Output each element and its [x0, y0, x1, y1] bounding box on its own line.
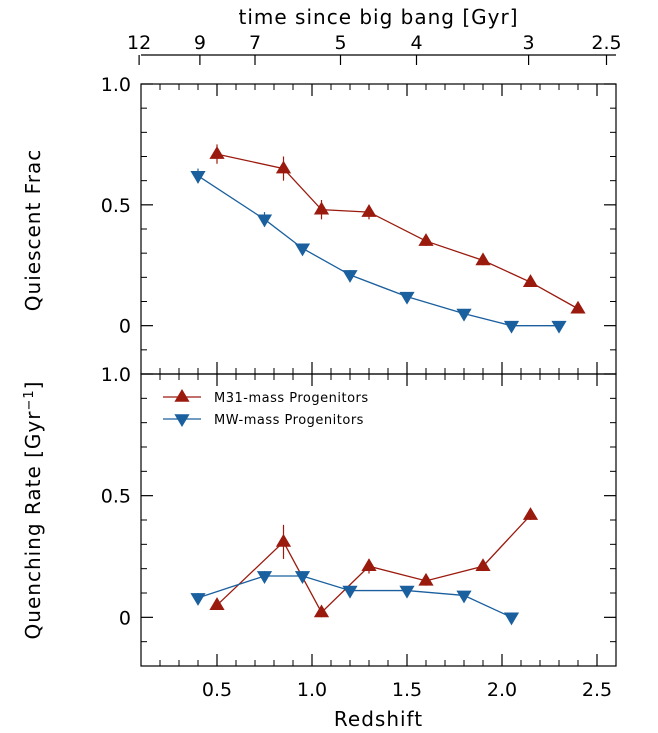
data-point	[275, 160, 292, 174]
data-point	[275, 533, 292, 547]
legend-label: MW-mass Progenitors	[214, 413, 364, 428]
quenching-rate-label-main: Quenching Rate [Gyr	[21, 411, 45, 640]
legend: M31-mass Progenitors MW-mass Progenitors	[163, 389, 369, 428]
data-point	[475, 252, 491, 266]
data-point	[313, 201, 330, 215]
data-point	[190, 593, 206, 606]
data-point	[294, 243, 311, 257]
panel-frame	[140, 373, 617, 667]
top-axis-tick-label: 3	[523, 32, 535, 54]
series-mw-progenitors	[190, 168, 567, 334]
data-point	[190, 171, 206, 184]
data-point	[361, 558, 377, 572]
top-axis-tick-label: 4	[410, 32, 422, 54]
data-point	[342, 270, 358, 283]
quiescent-frac-axis-title: Quiescent Frac	[21, 149, 45, 311]
data-point	[256, 571, 273, 584]
top-axis-tick-label: 2.5	[591, 32, 621, 54]
series-m31-progenitors	[209, 507, 539, 618]
x-tick-label: 1.5	[392, 679, 422, 701]
data-point	[209, 146, 225, 159]
data-point	[522, 274, 539, 287]
data-point	[503, 612, 520, 626]
data-point	[313, 604, 330, 618]
x-tick-label: 1.0	[297, 679, 327, 701]
x-tick-label: 0.5	[202, 679, 232, 701]
data-point	[456, 308, 472, 322]
x-tick-label: 2.0	[487, 679, 517, 701]
data-point	[342, 585, 358, 599]
quenching-rate-label-sup: −1	[22, 389, 37, 410]
top-axis-tick-label: 12	[127, 32, 151, 54]
data-point	[361, 204, 377, 217]
data-point	[294, 571, 311, 584]
legend-label: M31-mass Progenitors	[214, 391, 369, 406]
y-tick-label: 0.5	[101, 486, 131, 508]
quenching-rate-axis-title: Quenching Rate [Gyr−1]	[21, 381, 45, 640]
legend-marker	[174, 414, 190, 427]
panel-frame	[140, 83, 617, 375]
data-point	[399, 585, 415, 599]
y-tick-label: 0	[119, 607, 131, 629]
y-tick-label: 1.0	[101, 364, 131, 386]
data-point	[209, 597, 225, 610]
data-point	[399, 291, 415, 305]
data-point	[456, 590, 472, 604]
data-point	[418, 233, 434, 246]
series-m31-progenitors	[209, 144, 586, 314]
top-axis-tick-label: 9	[194, 32, 206, 54]
series-mw-progenitors	[190, 571, 520, 626]
quenching-rate-label-end: ]	[21, 381, 45, 390]
quiescent-fraction-panel: 0 0.5 1.0	[101, 74, 617, 375]
redshift-axis-title: Redshift	[334, 707, 423, 731]
quenching-rate-panel: 0 0.5 1.0 0.5 1.0 1.5 2.0 2.5	[101, 364, 617, 701]
y-tick-label: 0	[119, 316, 131, 338]
series-line	[216, 153, 579, 310]
top-axis-tick-label: 5	[334, 32, 346, 54]
y-tick-label: 1.0	[101, 74, 131, 96]
data-point	[503, 320, 520, 334]
data-point	[551, 320, 567, 334]
series-line	[197, 175, 559, 327]
legend-marker	[174, 389, 190, 402]
y-tick-label: 0.5	[101, 195, 131, 217]
x-tick-label: 2.5	[582, 679, 612, 701]
data-point	[475, 558, 491, 572]
data-point	[522, 507, 539, 520]
data-point	[570, 300, 586, 314]
top-time-axis: 12 9 7 5 4 3 2.5	[127, 32, 622, 65]
top-axis-title: time since big bang [Gyr]	[239, 5, 519, 29]
data-point	[256, 214, 273, 228]
data-point	[418, 572, 434, 586]
top-axis-tick-label: 7	[249, 32, 261, 54]
